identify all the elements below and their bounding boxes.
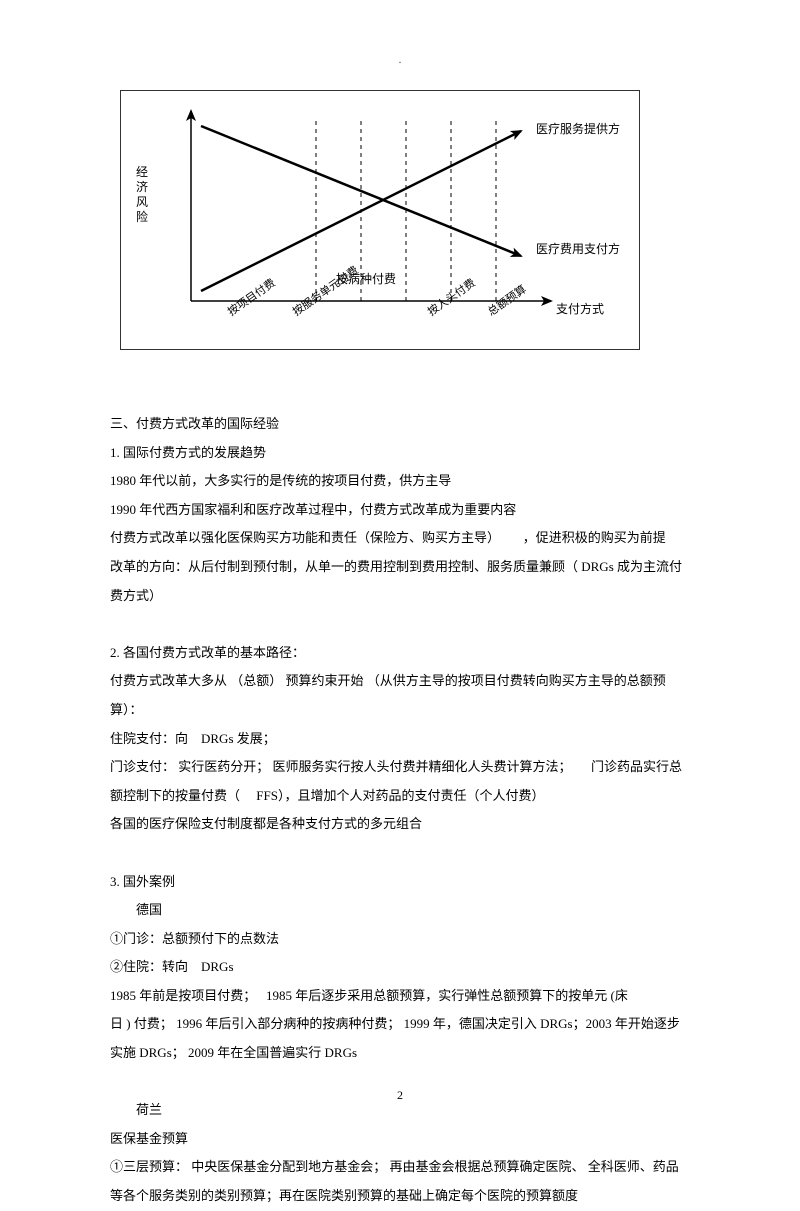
- x-tick-0: 按项目付费: [225, 275, 278, 318]
- para: 付费方式改革以强化医保购买方功能和责任（保险方、购买方主导） ，促进积极的购买为…: [110, 524, 690, 553]
- para: 付费方式改革大多从 （总额） 预算约束开始 （从供方主导的按项目付费转向购买方主…: [110, 667, 690, 724]
- page-header-dot: .: [399, 55, 402, 66]
- chart-line-down-label: 医疗费用支付方: [536, 241, 620, 256]
- country-germany: 德国: [110, 896, 690, 925]
- section-3-1-heading: 1. 国际付费方式的发展趋势: [110, 439, 690, 468]
- para: ①门诊：总额预付下的点数法: [110, 925, 690, 954]
- para: 改革的方向：从后付制到预付制，从单一的费用控制到费用控制、服务质量兼顾（ DRG…: [110, 553, 690, 610]
- x-tick-1: 按服务单元付费: [290, 263, 361, 319]
- section-3-title: 三、付费方式改革的国际经验: [110, 410, 690, 439]
- section-3-3-heading: 3. 国外案例: [110, 868, 690, 897]
- para: 医保基金预算: [110, 1125, 690, 1154]
- section-3-2-heading: 2. 各国付费方式改革的基本路径：: [110, 639, 690, 668]
- para: 门诊支付： 实行医药分开； 医师服务实行按人头付费并精细化人头费计算方法； 门诊…: [110, 753, 690, 810]
- para: ②住院：转向 DRGs: [110, 953, 690, 982]
- para: 1985 年前是按项目付费； 1985 年后逐步采用总额预算，实行弹性总额预算下…: [110, 982, 690, 1011]
- chart-xlabel: 支付方式: [556, 301, 604, 316]
- para: 日 ) 付费； 1996 年后引入部分病种的按病种付费； 1999 年，德国决定…: [110, 1010, 690, 1067]
- para: ①三层预算： 中央医保基金分配到地方基金会； 再由基金会根据总预算确定医院、 全…: [110, 1153, 690, 1210]
- x-tick-3: 总额预算: [485, 282, 529, 319]
- para: 各国的医疗保险支付制度都是各种支付方式的多元组合: [110, 810, 690, 839]
- para: 1980 年代以前，大多实行的是传统的按项目付费，供方主导: [110, 467, 690, 496]
- page-number: 2: [397, 1088, 403, 1103]
- chart-svg: 医疗服务提供方 医疗费用支付方 按病种付费 支付方式 按项目付费 按服务单元付费…: [121, 91, 641, 351]
- para: 住院支付：向 DRGs 发展；: [110, 725, 690, 754]
- risk-vs-payment-chart: 经济风险 医疗服务提供方 医疗费用支付方 按病种付费 支付方式 按项目付费 按服…: [120, 90, 640, 350]
- chart-line-up-label: 医疗服务提供方: [536, 121, 620, 136]
- para: 1990 年代西方国家福利和医疗改革过程中，付费方式改革成为重要内容: [110, 496, 690, 525]
